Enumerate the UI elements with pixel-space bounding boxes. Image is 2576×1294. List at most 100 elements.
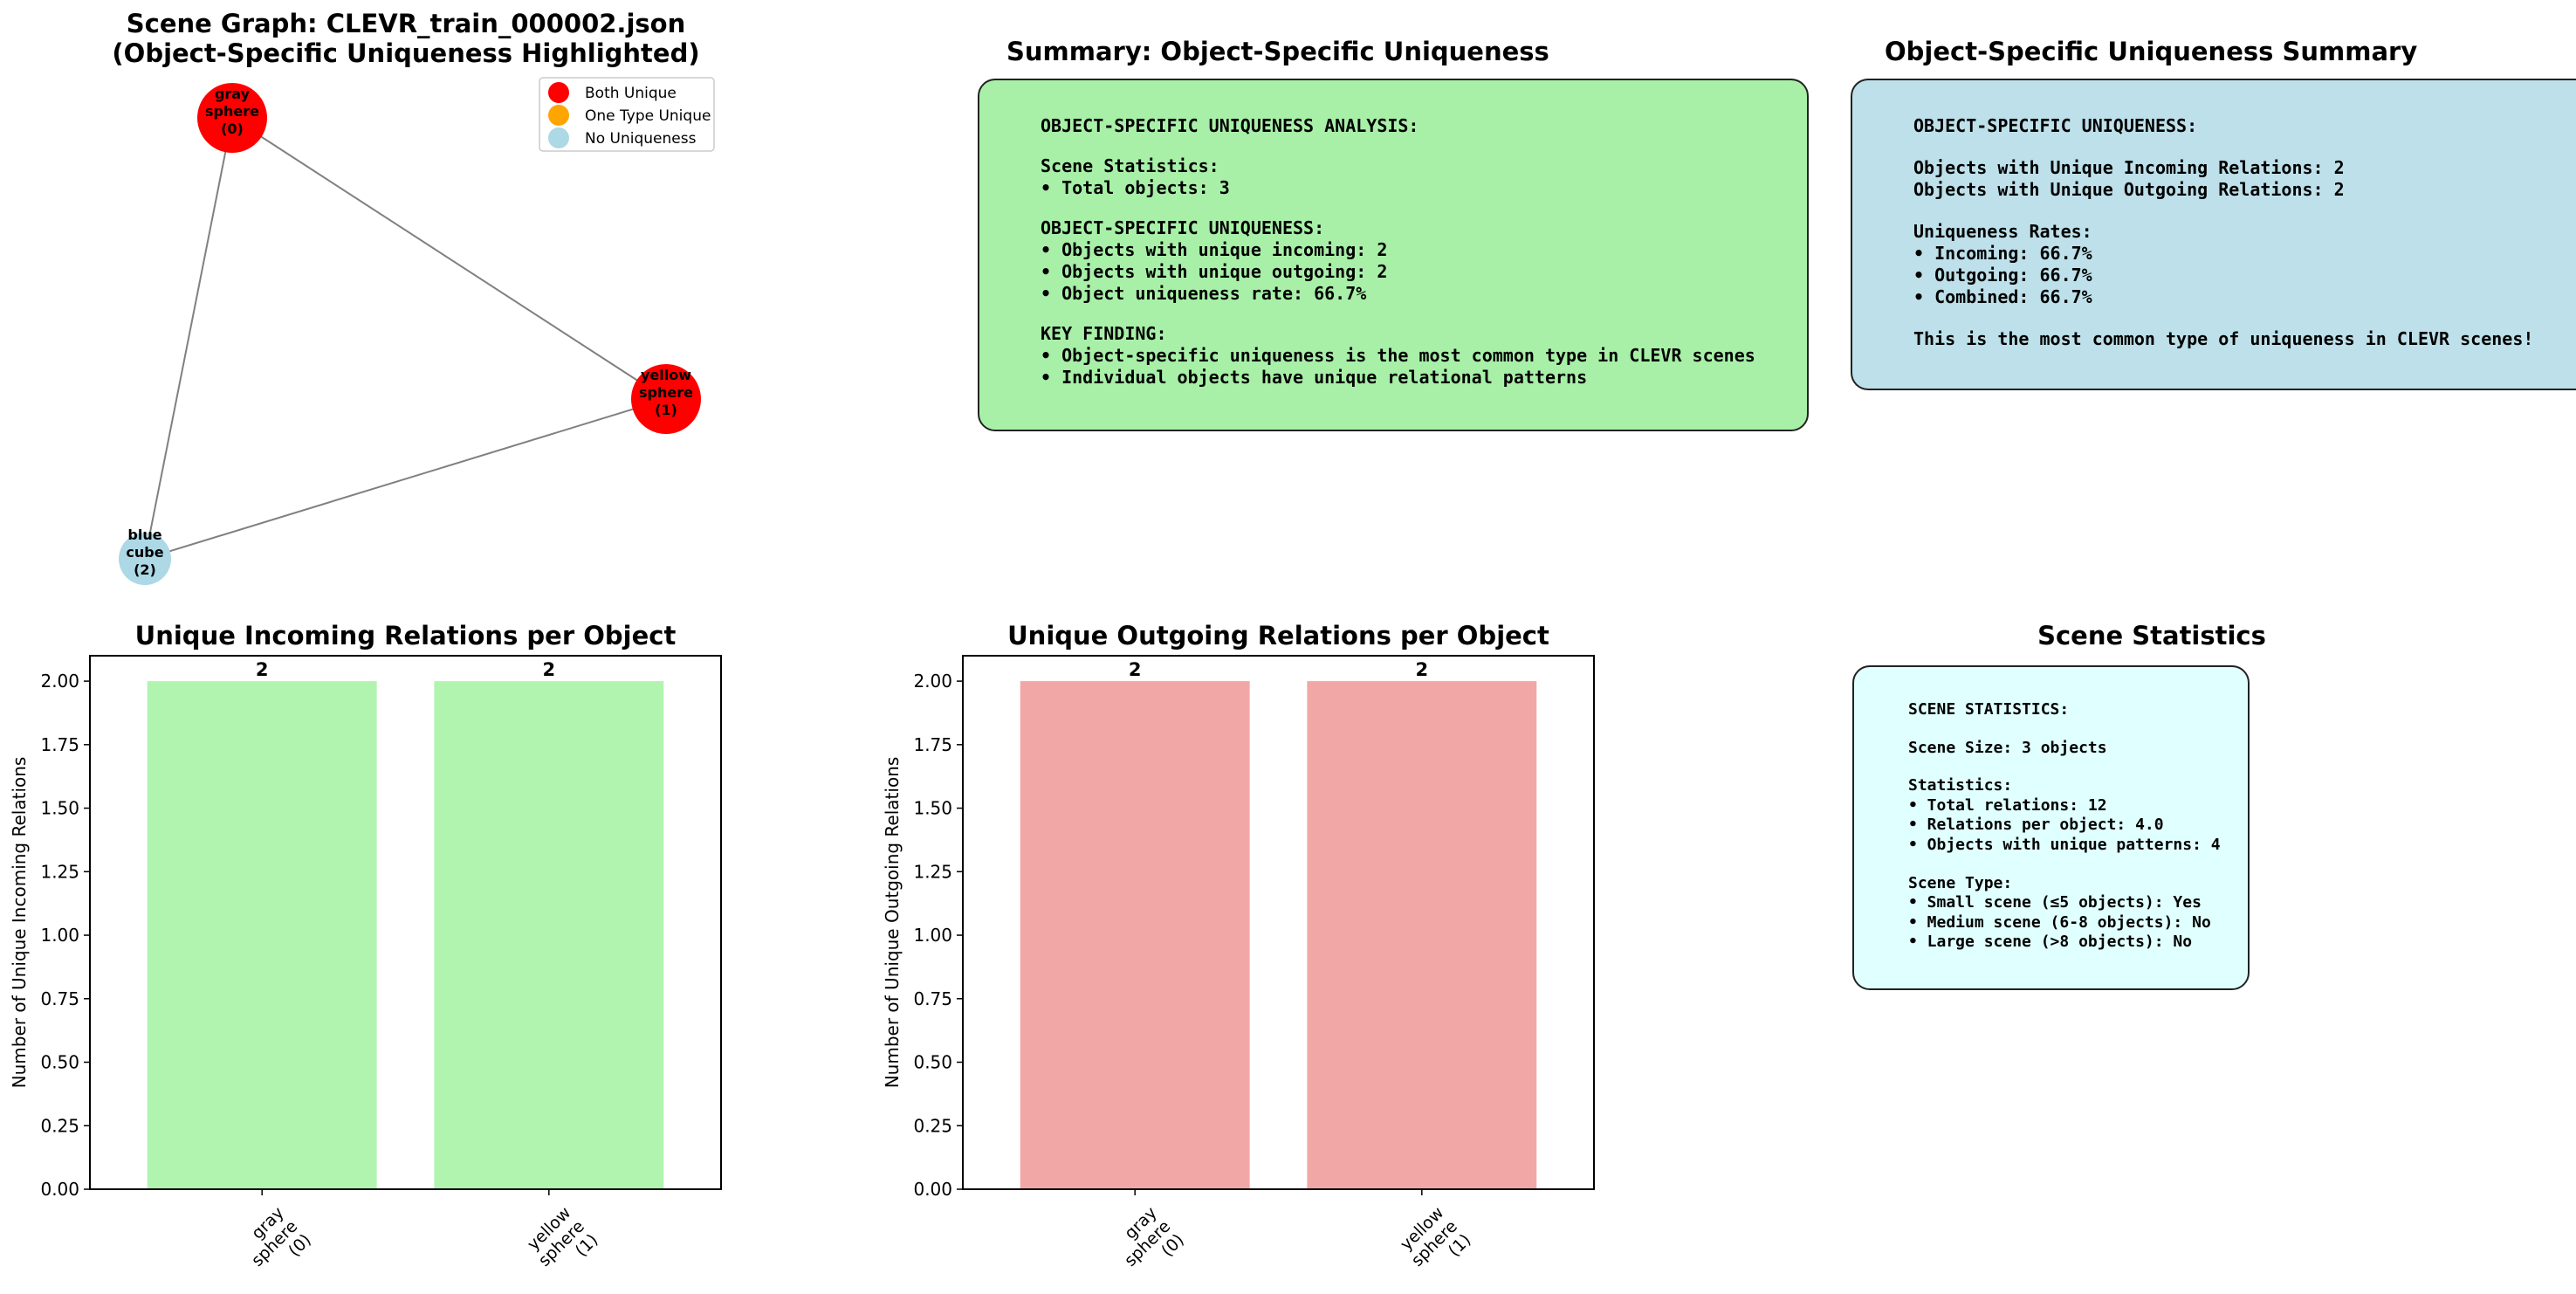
y-tick-label: 0.00 (40, 1179, 79, 1200)
y-tick-label: 1.50 (40, 798, 79, 819)
text-line: Statistics: (1908, 776, 2013, 795)
graph-node-label-line: sphere (639, 384, 693, 401)
text-line: OBJECT-SPECIFIC UNIQUENESS: (1041, 217, 1325, 238)
y-tick-label: 0.50 (40, 1052, 79, 1073)
text-line: This is the most common type of uniquene… (1913, 328, 2534, 349)
y-tick-label: 1.25 (40, 861, 79, 882)
graph-legend: Both Unique One Type Unique No Uniqueness (539, 77, 715, 152)
text-line: • Relations per object: 4.0 (1908, 816, 2164, 835)
x-tick-label: yellowsphere(1) (1394, 1203, 1474, 1284)
chart-title: Unique Incoming Relations per Object (135, 621, 677, 650)
graph-node-label: gray sphere (0) (205, 86, 259, 137)
text-line: • Object uniqueness rate: 66.7% (1041, 283, 1367, 304)
text-line: Scene Statistics: (1041, 155, 1219, 176)
graph-node-label-line: blue (127, 527, 161, 543)
text-line: • Total objects: 3 (1041, 177, 1230, 198)
text-line: OBJECT-SPECIFIC UNIQUENESS: (1913, 115, 2198, 136)
text-line: • Total relations: 12 (1908, 795, 2107, 815)
graph-node (119, 533, 171, 585)
text-line: Scene Size: 3 objects (1908, 738, 2107, 757)
legend-marker (548, 82, 569, 103)
graph-title-line1: Scene Graph: CLEVR_train_000002.json (126, 9, 686, 38)
x-tick-label: graysphere(0) (1107, 1203, 1187, 1284)
y-axis-label: Number of Unique Incoming Relations (9, 757, 30, 1089)
y-tick-label: 0.25 (913, 1115, 952, 1136)
graph-edge (144, 117, 233, 560)
text-line: Objects with Unique Outgoing Relations: … (1913, 179, 2345, 200)
bar-data-label: 2 (256, 659, 269, 680)
y-tick-label: 0.50 (913, 1052, 952, 1073)
bar-data-label: 2 (543, 659, 556, 680)
y-tick-label: 0.25 (40, 1115, 79, 1136)
y-tick-label: 0.75 (913, 988, 952, 1009)
y-tick-label: 2.00 (913, 671, 952, 692)
y-tick-label: 0.75 (40, 988, 79, 1009)
bar (147, 681, 377, 1189)
text-line: • Medium scene (6-8 objects): No (1908, 912, 2211, 932)
text-line: • Large scene (>8 objects): No (1908, 933, 2193, 952)
legend-label: Both Unique (585, 85, 677, 102)
scene-graph: gray sphere (0)yellow sphere (1)blue cube (2)B… (119, 77, 715, 585)
graph-node-label-line: (0) (221, 120, 244, 137)
scene-stats-box: SCENE STATISTICS: Scene Size: 3 objects St… (1852, 665, 2250, 990)
text-line: Uniqueness Rates: (1913, 221, 2092, 242)
graph-edge (231, 117, 667, 400)
bar (434, 681, 664, 1189)
graph-node-label: blue cube (2) (126, 527, 163, 578)
summary-green-box: OBJECT-SPECIFIC UNIQUENESS ANALYSIS: Scen… (978, 79, 1809, 431)
text-line: • Incoming: 66.7% (1913, 243, 2092, 264)
y-tick-label: 1.75 (913, 734, 952, 755)
text-line: • Objects with unique incoming: 2 (1041, 239, 1388, 260)
summary-green-title: Summary: Object-Specific Uniqueness (1006, 37, 1549, 66)
legend-frame (539, 77, 715, 152)
graph-title-line2: (Object-Specific Uniqueness Highlighted) (112, 38, 700, 68)
graph-node-label-line: cube (126, 544, 163, 561)
text-line: • Small scene (≤5 objects): Yes (1908, 893, 2202, 912)
text-line: SCENE STATISTICS: (1908, 700, 2070, 719)
graph-node-label-line: (2) (134, 561, 156, 578)
bar (1020, 681, 1250, 1189)
text-line: • Individual objects have unique relatio… (1041, 367, 1588, 388)
text-line: • Combined: 66.7% (1913, 286, 2092, 307)
legend-marker (548, 127, 569, 148)
text-line: Objects with Unique Incoming Relations: … (1913, 157, 2345, 178)
outgoing-bar-chart: Unique Outgoing Relations per Object 2 2 0.… (882, 621, 1595, 1284)
graph-node (197, 83, 267, 153)
legend-marker (548, 105, 569, 126)
graph-node-label: yellow sphere (1) (639, 367, 693, 418)
legend-label: One Type Unique (585, 107, 711, 125)
text-line: Scene Type: (1908, 873, 2013, 892)
text-line: • Outgoing: 66.7% (1913, 265, 2092, 286)
y-tick-label: 0.00 (913, 1179, 952, 1200)
incoming-bar-chart: Unique Incoming Relations per Object 2 2 0.… (9, 621, 722, 1284)
chart-title: Unique Outgoing Relations per Object (1007, 621, 1549, 650)
scene-stats-title: Scene Statistics (2037, 621, 2266, 650)
x-tick-label: graysphere(0) (234, 1203, 314, 1284)
summary-blue-box: OBJECT-SPECIFIC UNIQUENESS: Objects with … (1851, 79, 2576, 390)
graph-node-label-line: (1) (655, 402, 677, 418)
graph-node-label-line: gray (215, 86, 251, 102)
graph-edge (144, 398, 667, 560)
x-tick-label: yellowsphere(1) (521, 1203, 601, 1284)
graph-node-label-line: yellow (641, 367, 691, 383)
text-line: OBJECT-SPECIFIC UNIQUENESS ANALYSIS: (1041, 115, 1419, 136)
y-tick-label: 1.25 (913, 861, 952, 882)
summary-blue-title: Object-Specific Uniqueness Summary (1885, 37, 2418, 66)
y-tick-label: 2.00 (40, 671, 79, 692)
graph-node-label-line: sphere (205, 103, 259, 120)
text-line: • Objects with unique outgoing: 2 (1041, 261, 1388, 282)
bar (1307, 681, 1537, 1189)
text-line: • Objects with unique patterns: 4 (1908, 836, 2221, 854)
bar-data-label: 2 (1129, 659, 1142, 680)
legend-label: No Uniqueness (585, 130, 697, 148)
y-axis-label: Number of Unique Outgoing Relations (882, 757, 903, 1089)
text-line: KEY FINDING: (1041, 323, 1167, 344)
y-tick-label: 1.00 (913, 925, 952, 946)
text-line: • Object-specific uniqueness is the most… (1041, 345, 1755, 366)
graph-node (631, 364, 701, 434)
y-tick-label: 1.00 (40, 925, 79, 946)
plot-frame (89, 655, 722, 1190)
plot-frame (962, 655, 1595, 1190)
y-tick-label: 1.75 (40, 734, 79, 755)
bar-data-label: 2 (1416, 659, 1429, 680)
